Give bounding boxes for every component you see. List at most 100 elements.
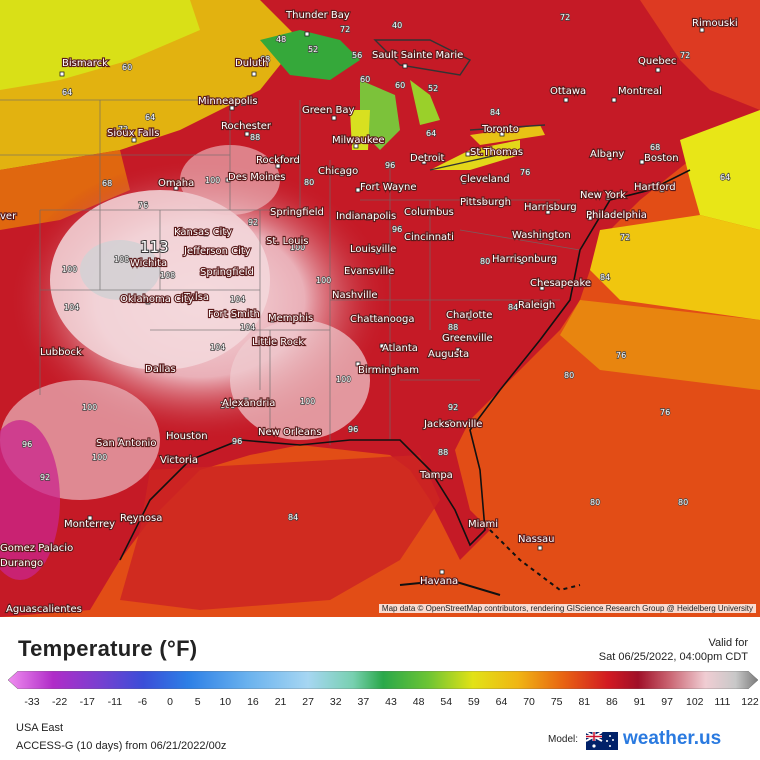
australia-flag-icon <box>586 732 618 750</box>
svg-text:Des Moines: Des Moines <box>228 172 285 183</box>
svg-text:Victoria: Victoria <box>160 455 198 466</box>
svg-text:Rockford: Rockford <box>256 155 300 166</box>
scale-tick-label: -11 <box>107 696 123 708</box>
svg-text:Monterrey: Monterrey <box>64 519 115 530</box>
svg-text:San Antonio: San Antonio <box>96 438 156 449</box>
cool-northeast <box>680 110 760 230</box>
svg-text:Augusta: Augusta <box>428 349 469 360</box>
scale-tick-label: 70 <box>523 696 535 708</box>
svg-text:Gomez Palacio: Gomez Palacio <box>0 543 73 554</box>
svg-text:64: 64 <box>62 88 72 97</box>
svg-text:40: 40 <box>392 21 402 30</box>
svg-text:104: 104 <box>240 323 255 332</box>
svg-text:Harrisonburg: Harrisonburg <box>492 254 557 265</box>
svg-text:Dallas: Dallas <box>145 364 176 375</box>
svg-text:Louisville: Louisville <box>350 244 396 255</box>
svg-text:52: 52 <box>308 45 318 54</box>
svg-text:Wichita: Wichita <box>130 258 167 269</box>
scale-tick-label: 10 <box>219 696 232 708</box>
svg-text:92: 92 <box>448 403 458 412</box>
map-svg: 72 40 48 52 56 72 60 68 64 52 60 60 72 6… <box>0 0 760 617</box>
svg-text:76: 76 <box>138 201 148 210</box>
svg-text:60: 60 <box>395 81 405 90</box>
valid-datetime: Sat 06/25/2022, 04:00pm CDT <box>598 651 748 663</box>
map-attribution[interactable]: Map data © OpenStreetMap contributors, r… <box>378 604 756 613</box>
svg-text:Miami: Miami <box>468 519 498 530</box>
svg-text:Greenville: Greenville <box>442 333 493 344</box>
state-borders <box>0 99 581 445</box>
svg-text:St.Thomas: St.Thomas <box>470 147 523 158</box>
svg-text:96: 96 <box>232 437 242 446</box>
svg-text:84: 84 <box>490 108 500 117</box>
svg-text:Raleigh: Raleigh <box>518 300 555 311</box>
svg-text:72: 72 <box>236 98 246 107</box>
svg-text:Oklahoma City: Oklahoma City <box>120 294 194 305</box>
svg-text:Springfield: Springfield <box>200 267 254 278</box>
svg-text:80: 80 <box>304 178 314 187</box>
svg-text:64: 64 <box>426 129 436 138</box>
svg-text:Lubbock: Lubbock <box>40 347 82 358</box>
svg-text:Philadelphia: Philadelphia <box>586 210 647 221</box>
scale-tick-label: 0 <box>167 696 173 708</box>
svg-text:96: 96 <box>22 440 32 449</box>
svg-text:100: 100 <box>205 176 220 185</box>
svg-text:Jefferson City: Jefferson City <box>183 246 251 257</box>
svg-text:Houston: Houston <box>166 431 208 442</box>
svg-text:88: 88 <box>438 448 448 457</box>
svg-text:104: 104 <box>210 343 225 352</box>
svg-text:Memphis: Memphis <box>268 313 313 324</box>
svg-text:Thunder Bay: Thunder Bay <box>285 10 350 21</box>
svg-text:72: 72 <box>340 25 350 34</box>
svg-text:108: 108 <box>220 401 235 410</box>
temperature-map[interactable]: 72 40 48 52 56 72 60 68 64 52 60 60 72 6… <box>0 0 760 617</box>
svg-text:108: 108 <box>160 271 175 280</box>
svg-text:Evansville: Evansville <box>344 266 394 277</box>
svg-text:Sault Sainte Marie: Sault Sainte Marie <box>372 50 463 61</box>
scale-tick-label: 21 <box>274 696 287 708</box>
svg-text:Indianapolis: Indianapolis <box>336 211 396 222</box>
region-label: USA East <box>16 722 64 734</box>
svg-text:Boston: Boston <box>644 153 679 164</box>
svg-text:Little Rock: Little Rock <box>252 337 304 348</box>
svg-text:100: 100 <box>290 243 305 252</box>
svg-text:48: 48 <box>276 35 286 44</box>
svg-text:St. Louis: St. Louis <box>266 236 308 247</box>
svg-text:Duluth: Duluth <box>235 58 268 69</box>
svg-text:Chicago: Chicago <box>318 166 358 177</box>
scale-tick-label: 86 <box>606 696 618 708</box>
svg-text:84: 84 <box>288 513 298 522</box>
svg-text:64: 64 <box>720 173 730 182</box>
weather-us-logo[interactable]: weather.us <box>623 728 722 749</box>
color-scale-bar <box>8 671 758 689</box>
scale-tick-label: 59 <box>468 696 480 708</box>
svg-text:Rochester: Rochester <box>221 121 272 132</box>
svg-text:92: 92 <box>248 218 258 227</box>
svg-text:Fort Smith: Fort Smith <box>208 309 260 320</box>
svg-text:Durango: Durango <box>0 558 43 569</box>
svg-text:Havana: Havana <box>420 576 458 587</box>
svg-text:Ottawa: Ottawa <box>550 86 586 97</box>
svg-text:60: 60 <box>360 75 370 84</box>
svg-text:80: 80 <box>590 498 600 507</box>
svg-text:Columbus: Columbus <box>404 207 454 218</box>
svg-text:104: 104 <box>230 295 245 304</box>
svg-text:Detroit: Detroit <box>410 153 445 164</box>
model-run-label: ACCESS-G (10 days) from 06/21/2022/00z <box>16 740 227 752</box>
svg-text:100: 100 <box>92 453 107 462</box>
scale-tick-label: 122 <box>741 696 759 708</box>
scale-tick-label: -22 <box>52 696 68 708</box>
svg-text:Toronto: Toronto <box>481 124 519 135</box>
svg-text:Washington: Washington <box>512 230 571 241</box>
scale-tick-label: 111 <box>714 696 731 708</box>
scale-tick-label: 16 <box>247 696 259 708</box>
scale-tick-label: 102 <box>686 696 704 708</box>
svg-text:96: 96 <box>348 425 358 434</box>
svg-text:52: 52 <box>428 84 438 93</box>
scale-tick-label: 37 <box>357 696 370 708</box>
scale-tick-label: 91 <box>633 696 646 708</box>
svg-text:Springfield: Springfield <box>270 207 324 218</box>
lake-superior-area <box>260 30 360 80</box>
svg-text:88: 88 <box>448 323 458 332</box>
svg-text:Sioux Falls: Sioux Falls <box>107 128 159 139</box>
contour-labels: 72 40 48 52 56 72 60 68 64 52 60 60 72 6… <box>21 12 731 522</box>
